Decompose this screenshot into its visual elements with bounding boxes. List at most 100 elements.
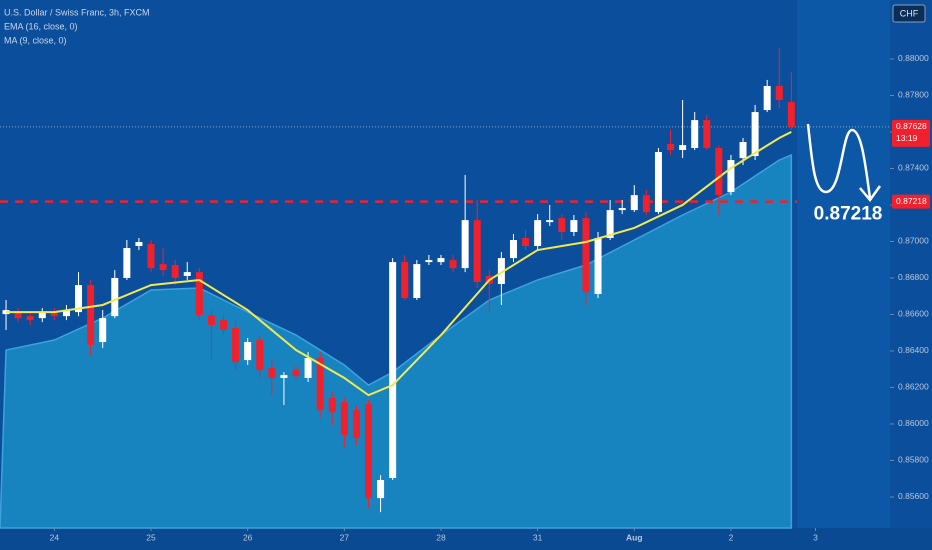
candle-body xyxy=(703,120,711,149)
candle-body xyxy=(364,404,372,499)
candle-body xyxy=(171,265,179,278)
candle-body xyxy=(195,272,203,316)
candle-body xyxy=(38,312,46,319)
chart-title: U.S. Dollar / Swiss Franc, 3h, FXCM xyxy=(4,7,150,17)
candle-body xyxy=(775,85,783,101)
x-tick-label: 2 xyxy=(729,532,734,542)
candle-body xyxy=(352,410,360,439)
candle-body xyxy=(751,112,759,157)
candle-body xyxy=(691,120,699,149)
candle-body xyxy=(377,480,385,499)
x-tick-label: 31 xyxy=(533,532,543,542)
candle-body xyxy=(570,220,578,232)
candle-body xyxy=(135,242,143,247)
candle-body xyxy=(522,237,530,247)
candle-body xyxy=(787,102,795,127)
y-tick-label: 0.87000 xyxy=(898,236,929,246)
candle-body xyxy=(268,368,276,378)
candle-body xyxy=(667,144,675,151)
candle-body xyxy=(340,402,348,436)
candle-body xyxy=(280,375,288,378)
candle-body xyxy=(425,260,433,263)
candle-body xyxy=(111,277,119,317)
x-tick-label: 3 xyxy=(813,532,818,542)
candle-body xyxy=(316,358,324,411)
level-tag xyxy=(892,194,930,209)
candle-body xyxy=(618,208,626,211)
level-tag-label: 0.87218 xyxy=(896,196,927,206)
candle-body xyxy=(244,342,252,361)
candle-body xyxy=(304,358,312,378)
candle-body xyxy=(401,262,409,299)
candle-body xyxy=(87,285,95,346)
plot xyxy=(0,48,890,529)
candle-body xyxy=(159,264,167,271)
arrow-head xyxy=(859,185,882,203)
y-tick-label: 0.85800 xyxy=(898,455,929,465)
candle-body xyxy=(99,318,107,343)
candle-body xyxy=(26,316,34,321)
x-tick-label: 25 xyxy=(146,532,156,542)
candle-body xyxy=(582,218,590,293)
candle-body xyxy=(292,370,300,376)
time-axis xyxy=(0,528,932,550)
candle-body xyxy=(449,260,457,269)
candle-body xyxy=(534,220,542,247)
y-tick-label: 0.87800 xyxy=(898,90,929,100)
level-annotation: 0.87218 xyxy=(814,204,883,225)
candle-body xyxy=(558,218,566,232)
currency-box[interactable] xyxy=(892,4,926,23)
y-tick-label: 0.86200 xyxy=(898,382,929,392)
x-tick-label: Aug xyxy=(626,532,643,542)
candle-body xyxy=(75,285,83,313)
x-tick-label: 28 xyxy=(436,532,446,542)
legend-ma: MA (9, close, 0) xyxy=(4,35,67,45)
candle-body xyxy=(606,210,614,238)
candle-body xyxy=(14,312,22,319)
candle-body xyxy=(207,315,215,326)
forecast-arrow xyxy=(806,123,872,199)
y-tick-label: 0.86400 xyxy=(898,345,929,355)
candle-body xyxy=(715,148,723,196)
candle-body xyxy=(763,85,771,111)
candle-body xyxy=(594,237,602,295)
candle-body xyxy=(727,160,735,192)
price-tag-label: 0.87628 xyxy=(896,121,927,131)
ema-line xyxy=(6,131,792,397)
candle-body xyxy=(183,272,191,276)
candle-body xyxy=(642,195,650,213)
price-tag xyxy=(892,119,930,147)
candle-body xyxy=(50,312,58,317)
x-tick-label: 24 xyxy=(50,532,60,542)
y-tick-label: 0.86000 xyxy=(898,418,929,428)
candle-body xyxy=(461,220,469,269)
candle-body xyxy=(232,327,240,363)
candle-body xyxy=(679,145,687,151)
candle-body xyxy=(147,244,155,269)
candle-body xyxy=(437,258,445,263)
y-tick-label: 0.85600 xyxy=(898,491,929,501)
candle-body xyxy=(630,195,638,211)
countdown: 13:19 xyxy=(896,133,918,143)
candle-body xyxy=(220,320,228,330)
candle-body xyxy=(546,220,554,223)
candle-body xyxy=(654,152,662,213)
candle-body xyxy=(473,220,481,282)
candle-body xyxy=(328,398,336,413)
future-region xyxy=(797,0,890,528)
candle-body xyxy=(62,310,70,317)
currency[interactable]: CHF xyxy=(900,8,919,18)
candle-body xyxy=(413,264,421,299)
candle-body xyxy=(739,141,747,159)
x-tick-label: 27 xyxy=(340,532,350,542)
x-tick-label: 26 xyxy=(243,532,253,542)
y-tick-label: 0.86600 xyxy=(898,309,929,319)
y-tick-label: 0.87400 xyxy=(898,163,929,173)
legend-ema: EMA (16, close, 0) xyxy=(4,21,78,31)
y-tick-label: 0.88000 xyxy=(898,53,929,63)
candle-body xyxy=(497,258,505,284)
candle-body xyxy=(256,340,264,371)
y-tick-label: 0.86800 xyxy=(898,272,929,282)
